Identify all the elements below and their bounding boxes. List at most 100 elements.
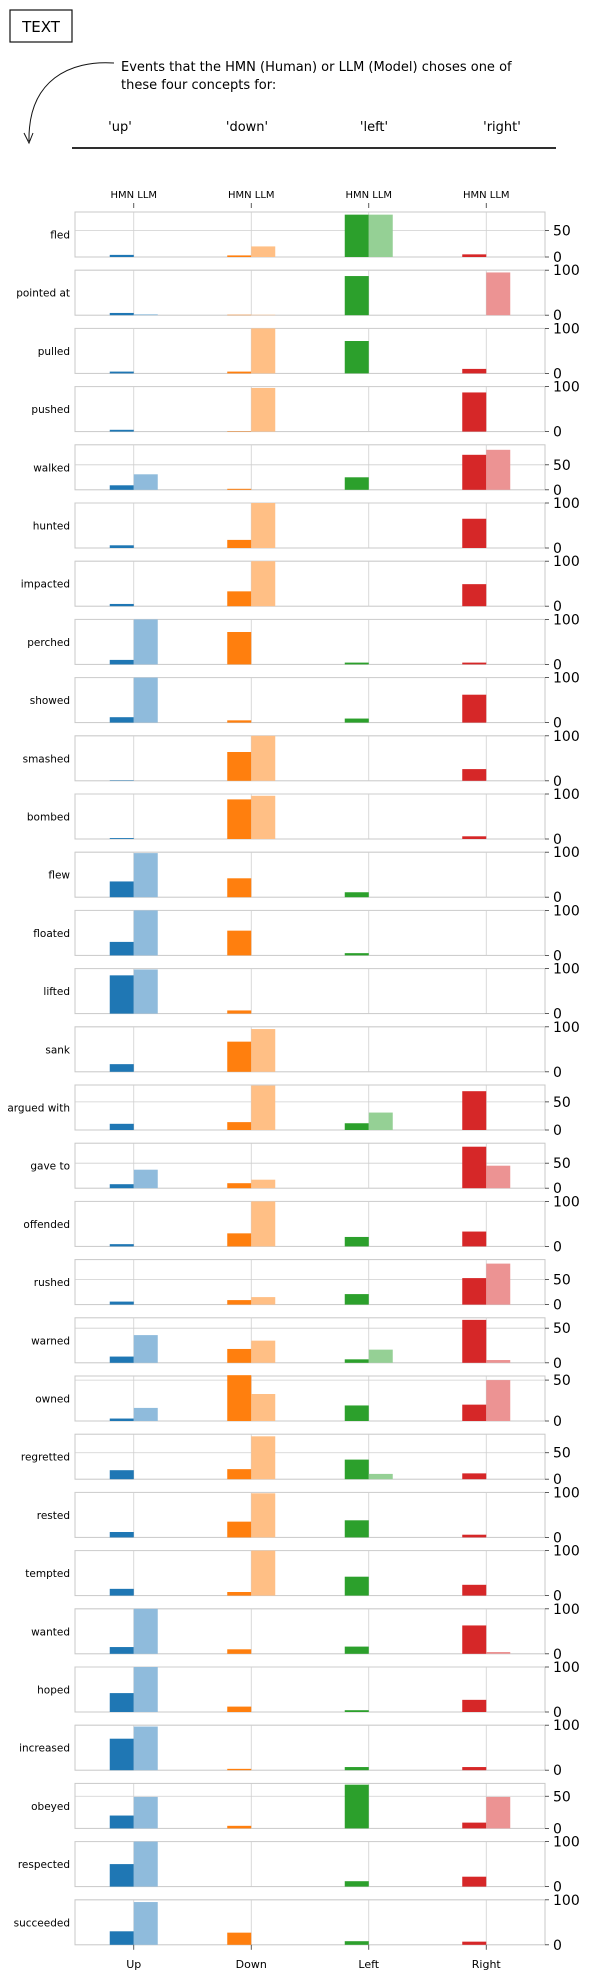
bar-hmn-right [462, 1877, 486, 1887]
bar-hmn-up [110, 1244, 134, 1246]
y-tick-label: 100 [553, 845, 580, 861]
bar-hmn-right [462, 1700, 486, 1712]
bar-hmn-down [227, 1300, 251, 1305]
y-tick-label: 100 [553, 1718, 580, 1734]
y-tick-label: 100 [553, 380, 580, 396]
row-label: offended [23, 1219, 70, 1231]
bar-hmn-right [462, 1320, 486, 1363]
bar-llm-left [369, 1350, 393, 1363]
bar-llm-down [251, 1493, 275, 1537]
bar-hmn-up [110, 975, 134, 1013]
bar-llm-down [251, 1436, 275, 1479]
bar-hmn-right [462, 1535, 486, 1538]
bar-llm-right [486, 272, 510, 315]
bar-hmn-down [227, 720, 251, 722]
bar-hmn-up [110, 430, 134, 432]
bar-llm-right [486, 450, 510, 490]
y-tick-label: 0 [553, 1356, 562, 1372]
y-tick-label: 50 [553, 1273, 571, 1289]
x-tick-label-up: Up [126, 1958, 141, 1971]
y-tick-label: 50 [553, 1321, 571, 1337]
bar-hmn-left [345, 1460, 369, 1480]
header: TEXT Events that the HMN (Human) or LLM … [10, 10, 556, 148]
bar-hmn-up [110, 313, 134, 315]
bar-hmn-down [227, 1469, 251, 1479]
bar-hmn-right [462, 1147, 486, 1189]
row-label: respected [18, 1859, 70, 1871]
bar-llm-up [134, 1667, 158, 1712]
y-tick-label: 0 [553, 1414, 562, 1430]
bar-hmn-down [227, 372, 251, 374]
bar-hmn-left [345, 1647, 369, 1654]
bar-hmn-down [227, 799, 251, 839]
top-label-right: HMN LLM [463, 190, 510, 201]
bar-hmn-left [345, 719, 369, 723]
bar-hmn-up [110, 255, 134, 257]
concept-up: 'up' [108, 120, 132, 135]
bar-hmn-left [345, 1881, 369, 1886]
bar-hmn-up [110, 1470, 134, 1479]
row-label: rested [37, 1510, 70, 1522]
bar-hmn-up [110, 1124, 134, 1130]
row-label: wanted [31, 1626, 70, 1638]
bar-hmn-down [227, 1375, 251, 1421]
bar-llm-left [369, 215, 393, 257]
bar-hmn-down [227, 1592, 251, 1596]
y-tick-label: 100 [553, 1485, 580, 1501]
row-label: argued with [7, 1103, 70, 1115]
row-label: showed [30, 695, 70, 707]
bar-llm-right [486, 1652, 510, 1654]
row-label: pointed at [16, 288, 70, 300]
row-label: regretted [21, 1452, 70, 1464]
bar-hmn-right [462, 519, 486, 548]
bar-llm-up [134, 910, 158, 955]
bar-hmn-right [462, 254, 486, 257]
row-label: bombed [27, 812, 70, 824]
panel-frame [75, 794, 545, 839]
bar-llm-down [251, 1297, 275, 1305]
row-label: tempted [25, 1568, 70, 1580]
row-label: succeeded [14, 1917, 70, 1929]
bar-hmn-left [345, 1520, 369, 1537]
bar-hmn-right [462, 1405, 486, 1421]
bar-hmn-right [462, 836, 486, 839]
bar-hmn-left [345, 276, 369, 315]
bar-llm-down [251, 503, 275, 548]
bar-llm-down [251, 1180, 275, 1189]
bar-hmn-left [345, 1359, 369, 1362]
row-label: floated [33, 928, 70, 940]
bar-hmn-right [462, 455, 486, 490]
bar-hmn-up [110, 1589, 134, 1596]
y-tick-label: 100 [553, 263, 580, 279]
bar-hmn-up [110, 1693, 134, 1712]
concept-right: 'right' [483, 120, 521, 135]
bar-hmn-down [227, 1707, 251, 1712]
y-tick-label: 0 [553, 1763, 562, 1779]
y-tick-label: 50 [553, 1095, 571, 1111]
concept-left: 'left' [360, 120, 388, 135]
row-label: hoped [37, 1685, 70, 1697]
row-label: impacted [21, 579, 70, 591]
bar-llm-right [486, 1264, 510, 1305]
y-tick-label: 100 [553, 1660, 580, 1676]
bar-llm-up [134, 678, 158, 723]
bar-hmn-up [110, 1532, 134, 1537]
bar-llm-up [134, 1797, 158, 1829]
bar-hmn-down [227, 1769, 251, 1770]
bar-hmn-up [110, 1816, 134, 1829]
concept-down: 'down' [226, 120, 268, 135]
bar-hmn-right [462, 1232, 486, 1247]
y-tick-label: 0 [553, 1065, 562, 1081]
bar-hmn-up [110, 1064, 134, 1072]
bar-llm-down [251, 1551, 275, 1596]
row-label: hunted [33, 521, 70, 533]
bar-hmn-left [345, 663, 369, 665]
